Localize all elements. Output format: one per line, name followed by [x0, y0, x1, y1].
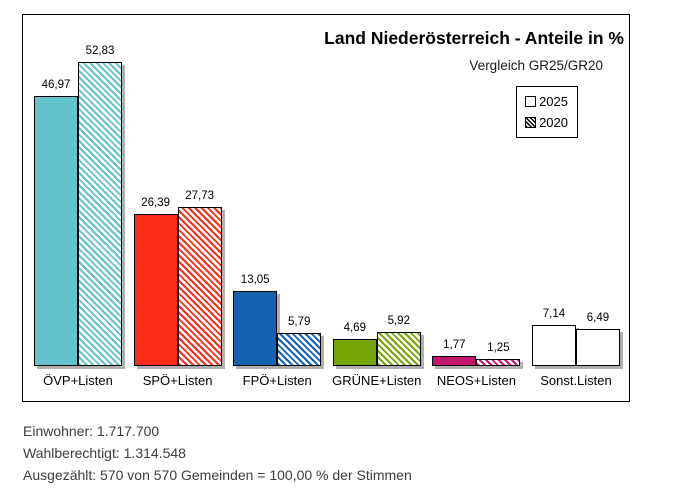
- chart-frame: Land Niederösterreich - Anteile in % Ver…: [22, 14, 630, 402]
- value-label-2020: 27,73: [185, 189, 214, 202]
- legend-item-2020: 2020: [525, 115, 568, 130]
- bar-wrap-2020: 52,83: [78, 44, 122, 366]
- legend: 2025 2020: [516, 86, 578, 138]
- value-label-2025: 13,05: [240, 273, 270, 286]
- bar-wrap-2025: 46,97: [34, 78, 78, 366]
- value-label-2025: 4,69: [343, 321, 366, 334]
- bar-2025: [332, 339, 377, 366]
- stat-einwohner: Einwohner: 1.717.700: [23, 423, 160, 439]
- bar-wrap-2025: 26,39: [133, 196, 178, 366]
- category-label: ÖVP+Listen: [43, 373, 113, 388]
- legend-swatch-2020-icon: [525, 117, 537, 128]
- category-label: GRÜNE+Listen: [332, 373, 422, 388]
- bar-2020: [177, 207, 222, 366]
- category-label: Sonst.Listen: [540, 373, 612, 388]
- value-label-2025: 46,97: [41, 78, 71, 91]
- legend-swatch-2025-icon: [525, 96, 537, 107]
- bar-2025: [432, 356, 477, 366]
- bar-2020: [376, 332, 421, 366]
- bar-2020: [277, 333, 322, 366]
- bar-group-2: 26,39 27,73 SPÖ+Listen: [133, 189, 222, 388]
- chart-subtitle: Vergleich GR25/GR20: [469, 58, 603, 73]
- value-label-2025: 7,14: [542, 307, 566, 320]
- bar-2025: [531, 325, 576, 366]
- legend-label-2025: 2025: [539, 94, 568, 109]
- plot-area: 46,97 52,83 ÖVP+Listen 26,39 27,73 SPÖ+Listen…: [34, 15, 620, 388]
- category-label: FPÖ+Listen: [242, 373, 312, 388]
- bar-2025: [34, 96, 78, 366]
- bar-group-1: 46,97 52,83 ÖVP+Listen: [34, 44, 122, 388]
- bar-group-4: 4,69 5,92 GRÜNE+Listen: [332, 314, 421, 388]
- footer-stats: Einwohner: 1.717.700 Wahlberechtigt: 1.3…: [23, 420, 412, 486]
- legend-label-2020: 2020: [539, 115, 568, 130]
- value-label-2025: 1,77: [443, 338, 466, 351]
- stat-ausgezaehlt: Ausgezählt: 570 von 570 Gemeinden = 100,…: [23, 467, 412, 483]
- bar-2025: [233, 291, 278, 366]
- value-label-2020: 6,49: [586, 311, 610, 324]
- stat-wahlberechtigt: Wahlberechtigt: 1.314.548: [23, 445, 186, 461]
- bar-wrap-2020: 27,73: [177, 189, 222, 366]
- category-label: SPÖ+Listen: [142, 373, 213, 388]
- bar-2020: [78, 62, 122, 366]
- value-label-2020: 5,79: [287, 315, 311, 328]
- bar-2020: [575, 329, 620, 366]
- bar-2025: [133, 214, 178, 366]
- bar-wrap-2025: 1,77: [432, 338, 477, 366]
- bar-2020: [476, 359, 521, 366]
- category-label: NEOS+Listen: [436, 373, 516, 388]
- bar-wrap-2020: 5,92: [376, 314, 421, 366]
- value-label-2020: 52,83: [85, 44, 115, 57]
- value-label-2020: 5,92: [387, 314, 410, 327]
- legend-item-2025: 2025: [525, 94, 568, 109]
- bar-wrap-2020: 6,49: [575, 311, 620, 366]
- bar-wrap-2025: 13,05: [233, 273, 278, 366]
- bar-wrap-2020: 1,25: [476, 341, 521, 366]
- value-label-2025: 26,39: [141, 196, 170, 209]
- bar-wrap-2020: 5,79: [277, 315, 322, 366]
- bar-wrap-2025: 4,69: [332, 321, 377, 366]
- chart-title: Land Niederösterreich - Anteile in %: [324, 28, 624, 48]
- bar-group-5: 1,77 1,25 NEOS+Listen: [432, 338, 521, 388]
- bar-group-3: 13,05 5,79 FPÖ+Listen: [233, 273, 322, 388]
- bar-group-6: 7,14 6,49 Sonst.Listen: [531, 307, 620, 388]
- bar-wrap-2025: 7,14: [531, 307, 576, 366]
- value-label-2020: 1,25: [487, 341, 510, 354]
